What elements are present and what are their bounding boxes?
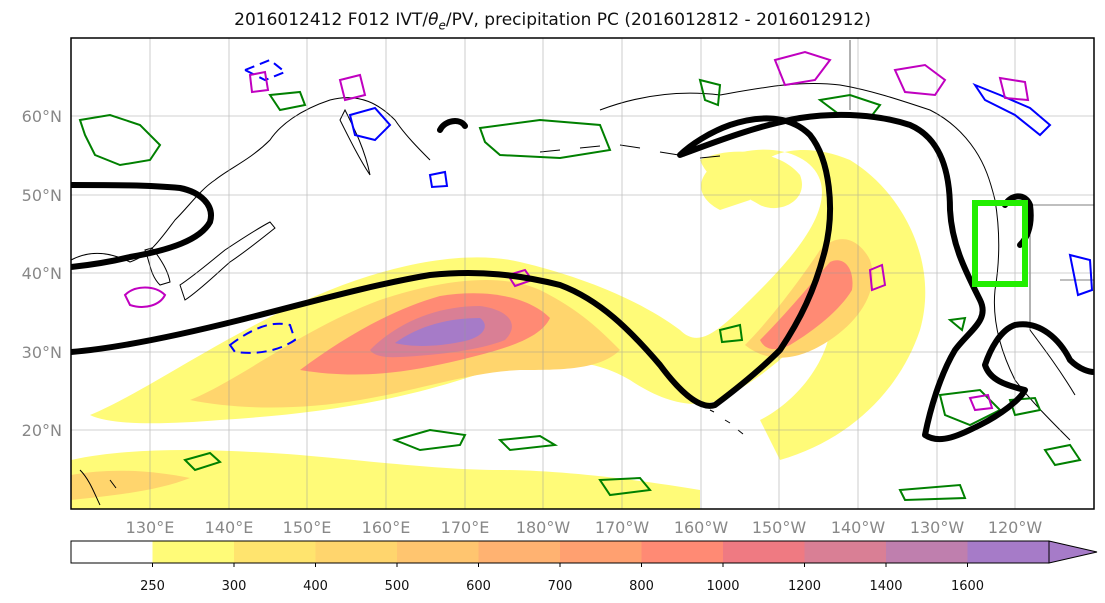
colorbar-label: 300 <box>222 579 247 594</box>
colorbar-segment <box>152 541 235 563</box>
colorbar-label: 800 <box>629 579 654 594</box>
colorbar-segment <box>478 541 561 563</box>
theta-e-contour <box>242 58 287 82</box>
precip-contour <box>718 323 744 344</box>
theta-e-contour <box>428 170 449 189</box>
colorbar-extend-arrow <box>1048 540 1098 564</box>
colorbar-label: 1000 <box>706 579 739 594</box>
precip-contour <box>598 476 652 497</box>
colorbar-segment <box>804 541 887 563</box>
hawaii <box>709 409 744 435</box>
title-theta-sub: e <box>438 18 446 33</box>
precip-contour <box>898 483 967 502</box>
colorbar: 250 300 400 500 600 700 800 1000 1200 1400 1600 <box>70 540 1098 594</box>
theta-e-contour <box>893 63 947 97</box>
precip-contour <box>1008 396 1042 417</box>
lon-label: 170°E <box>441 518 490 537</box>
colorbar-segment <box>723 541 805 563</box>
pv-contour-west <box>71 182 214 270</box>
aleutian-islands <box>539 144 721 159</box>
ivt-level-300-north <box>700 151 802 209</box>
colorbar-segment <box>71 541 153 563</box>
colorbar-segment <box>967 541 1050 563</box>
precip-contour <box>698 78 722 107</box>
title-rest: /PV, precipitation PC (2016012812 - 2016… <box>445 10 871 30</box>
philippines <box>79 469 117 506</box>
lat-label: 40°N <box>22 264 62 283</box>
theta-e-contour <box>773 50 832 87</box>
ivt-level-500-south <box>71 470 190 500</box>
precip-contour <box>1043 443 1082 467</box>
colorbar-segment <box>234 541 316 563</box>
japan-coast <box>179 221 276 301</box>
precip-contour <box>947 316 967 332</box>
theta-e-contour <box>348 106 392 142</box>
baja-coast <box>1029 329 1076 396</box>
title-theta: θ <box>428 10 439 30</box>
pv-contour-main <box>71 111 1094 443</box>
precip-contour <box>938 388 1002 427</box>
colorbar-segment <box>641 541 724 563</box>
lon-label: 130°W <box>910 518 965 537</box>
ivt-level-1600 <box>395 318 485 346</box>
map-content <box>71 38 1094 509</box>
lon-label: 140°E <box>205 518 254 537</box>
pv-contour-ring <box>437 118 468 133</box>
colorbar-label: 250 <box>140 579 165 594</box>
theta-e-contour <box>228 322 297 354</box>
colorbar-segment <box>886 541 968 563</box>
theta-e-contour <box>1068 253 1094 297</box>
precip-contour <box>497 434 559 452</box>
precip-contour <box>268 90 307 112</box>
lon-label: 130°E <box>126 518 175 537</box>
colorbar-label: 700 <box>548 579 573 594</box>
target-region-box <box>972 200 1028 287</box>
theta-e-contour <box>868 263 887 292</box>
lon-label: 180°W <box>516 518 571 537</box>
precip-contour <box>478 118 612 160</box>
colorbar-label: 1200 <box>788 579 821 594</box>
precip-contour <box>391 428 467 452</box>
lon-label: 170°W <box>595 518 650 537</box>
theta-e-contour <box>968 393 994 412</box>
lat-label: 30°N <box>22 343 62 362</box>
precip-contours <box>78 78 1082 502</box>
lon-label: 160°E <box>362 518 411 537</box>
colorbar-segment <box>315 541 398 563</box>
lat-label: 60°N <box>22 107 62 126</box>
theta-e-contour <box>338 73 367 102</box>
colorbar-label: 1400 <box>869 579 902 594</box>
precip-contour <box>183 451 222 472</box>
colorbar-label: 400 <box>303 579 328 594</box>
precip-contour <box>78 113 162 167</box>
title-run: 2016012412 F012 IVT/ <box>234 10 429 30</box>
colorbar-segment <box>397 541 479 563</box>
lon-labels: 130°E 140°E 150°E 160°E 170°E 180°W 170°W 160°W… <box>126 518 1043 537</box>
theta-e-high-contours <box>123 50 1030 412</box>
lon-label: 150°E <box>283 518 332 537</box>
theta-e-contour <box>248 70 270 94</box>
lon-label: 160°W <box>674 518 729 537</box>
lon-label: 140°W <box>831 518 886 537</box>
lon-label: 120°W <box>988 518 1043 537</box>
na-borders <box>849 40 1094 330</box>
figure-title: 2016012412 F012 IVT/θe/PV, precipitation… <box>0 10 1105 32</box>
lat-label: 50°N <box>22 186 62 205</box>
lat-label: 20°N <box>22 421 62 440</box>
colorbar-label: 500 <box>385 579 410 594</box>
korea-coast <box>144 247 171 286</box>
lon-label: 150°W <box>752 518 807 537</box>
colorbar-segment <box>560 541 642 563</box>
lat-labels: 60°N 50°N 40°N 30°N 20°N <box>22 107 62 440</box>
colorbar-label: 1600 <box>951 579 984 594</box>
colorbar-label: 600 <box>466 579 491 594</box>
theta-e-contour <box>998 76 1030 102</box>
map-frame <box>70 37 1095 510</box>
theta-e-contour <box>123 286 167 308</box>
alaska-coast <box>599 82 996 201</box>
